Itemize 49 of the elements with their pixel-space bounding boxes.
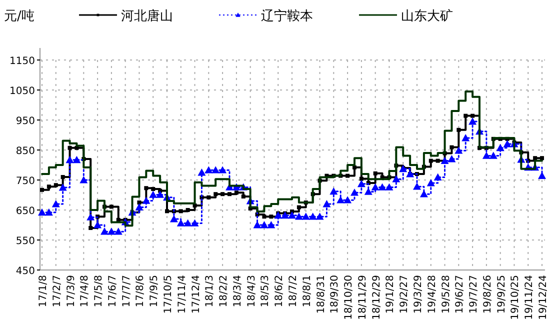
x-tick-label: 18/7/2 [288,275,299,308]
y-tick-label: 750 [16,176,35,187]
x-tick-label: 19/10/25 [510,275,522,320]
x-tick-label: 18/4/3 [246,275,258,308]
x-tick-label: 19/3/29 [413,275,424,314]
x-tick-label: 18/8/31 [316,275,327,314]
x-tick-label: 19/6/27 [454,275,466,314]
x-tick-label: 17/7/7 [121,275,132,308]
x-tick-label: 17/9/5 [149,275,160,308]
legend-label: 河北唐山 [121,9,173,24]
x-tick-label: 19/12/24 [538,275,549,320]
x-tick-label: 17/3/9 [66,275,77,308]
x-tick-label: 19/9/25 [496,275,508,314]
x-tick-label: 19/7/27 [468,275,480,314]
x-tick-label: 17/5/8 [94,275,105,308]
x-tick-label: 17/6/7 [107,275,118,308]
x-tick-label: 17/8/6 [135,275,146,308]
y-tick-label: 1050 [10,86,35,97]
x-tick-label: 18/11/29 [357,275,368,320]
y-tick-label: 850 [16,146,35,157]
y-tick-label: 950 [16,116,35,127]
x-tick-label: 17/1/8 [38,275,49,308]
x-tick-label: 17/11/4 [176,275,188,314]
x-tick-label: 19/5/28 [440,275,452,314]
x-tick-label: 17/2/7 [52,275,63,308]
y-axis-title: 元/吨 [4,9,34,24]
x-tick-label: 18/1/3 [204,275,216,308]
y-tick-label: 1150 [10,56,35,67]
x-tick-label: 18/5/3 [260,275,272,308]
x-tick-label: 18/12/29 [371,275,382,320]
x-tick-label: 19/2/27 [399,275,410,314]
y-tick-label: 650 [16,206,35,217]
y-tick-label: 450 [16,266,35,277]
x-tick-label: 18/3/4 [232,275,244,308]
y-tick-label: 550 [16,236,35,247]
x-tick-label: 19/11/24 [524,275,536,320]
x-tick-label: 18/10/30 [344,275,355,320]
x-tick-label: 17/12/4 [190,275,202,314]
x-tick-label: 17/10/5 [163,275,174,314]
legend-label: 山东大矿 [401,9,453,24]
x-tick-label: 19/1/28 [385,275,396,314]
x-tick-label: 18/6/2 [274,275,286,308]
x-tick-label: 18/8/1 [302,275,313,308]
legend-label: 辽宁鞍本 [261,8,313,24]
x-tick-label: 18/2/2 [218,275,230,308]
x-tick-label: 19/8/26 [482,275,494,314]
x-tick-label: 19/4/28 [426,275,438,314]
x-tick-label: 17/4/8 [80,275,91,308]
x-tick-label: 18/9/30 [330,275,341,314]
